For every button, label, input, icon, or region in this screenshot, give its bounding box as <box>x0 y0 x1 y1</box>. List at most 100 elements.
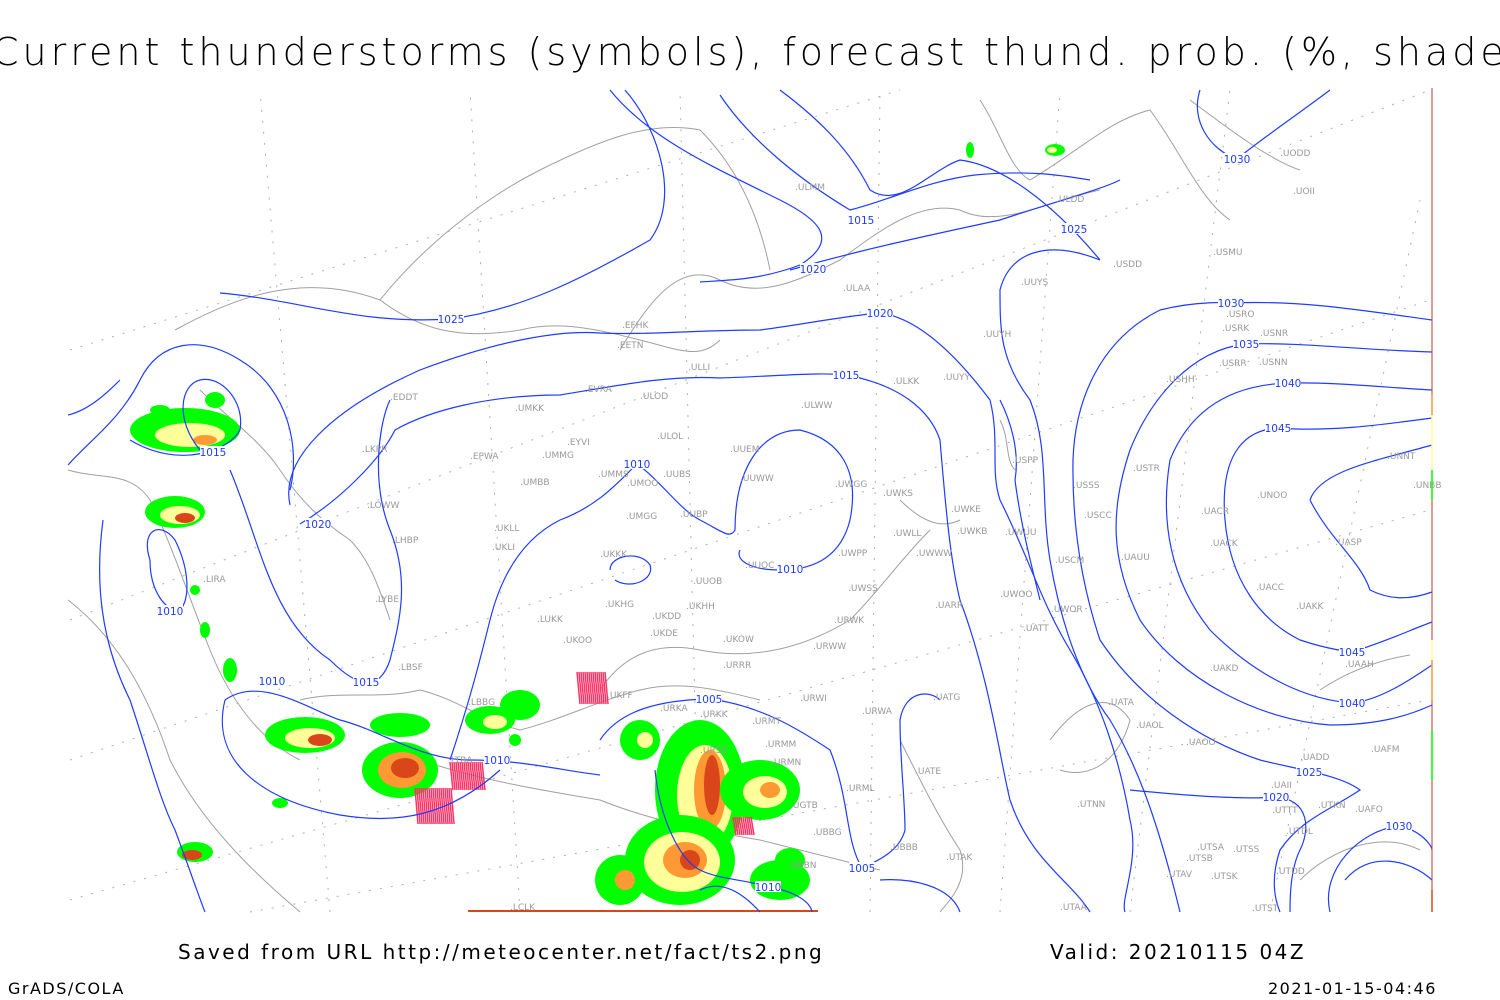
station-label: .LHBP <box>392 536 419 546</box>
station-label: .UUYY <box>943 373 971 383</box>
station-label: .UKDE <box>650 629 678 639</box>
grid-line <box>999 89 1061 913</box>
thunderstorm-symbol-icon <box>732 816 755 836</box>
coastlines-borders <box>67 99 1421 913</box>
station-label: .UWOO <box>1000 590 1033 600</box>
isobar-line <box>449 429 854 761</box>
station-label: .UUYH <box>983 330 1011 340</box>
isobar-line <box>789 179 1121 271</box>
station-label: .UTDD <box>1276 867 1305 877</box>
isobar-label: 1010 <box>259 676 286 688</box>
isobar-label: 1010 <box>755 882 782 894</box>
station-label: .LIRA <box>203 575 226 585</box>
isobar-line <box>219 89 666 321</box>
isobar-line <box>1129 789 1307 913</box>
probability-area <box>182 850 202 860</box>
station-label: .URWW <box>813 642 846 652</box>
station-label: .UADD <box>1300 753 1330 763</box>
software-credit: GrADS/COLA <box>8 979 125 998</box>
probability-area <box>391 758 419 778</box>
coastline <box>899 739 964 913</box>
isobar-label: 1045 <box>1339 647 1366 659</box>
station-label: .LOWW <box>367 501 400 511</box>
lat-lon-grid <box>69 89 1431 913</box>
station-label: .UATE <box>915 767 941 777</box>
station-label: .UNBB <box>1413 481 1442 491</box>
station-label: .USNN <box>1259 358 1288 368</box>
isobar-labels: 1025 1020 1015 1015 1020 1010 1015 1010 1010 1010… <box>157 153 1412 894</box>
generated-timestamp: 2021-01-15-04:46 <box>1268 979 1437 998</box>
station-label: .UWKB <box>957 527 987 537</box>
grid-line <box>259 89 331 913</box>
coastline <box>299 685 761 731</box>
station-label: .EVRA <box>585 385 613 395</box>
coastline <box>899 499 961 525</box>
station-label: .UACK <box>1210 539 1239 549</box>
probability-area <box>775 848 805 872</box>
grid-line <box>1129 89 1231 913</box>
probability-area <box>150 405 170 415</box>
station-label: .UBBG <box>813 828 842 838</box>
isobar-line <box>129 378 242 456</box>
probability-area <box>308 734 332 746</box>
station-label: .UUYS <box>1021 278 1049 288</box>
station-label: .ULDD <box>1056 195 1084 205</box>
station-label: .UKFF <box>607 691 633 701</box>
station-label: .USRO <box>1226 310 1255 320</box>
coastline <box>979 99 1231 221</box>
station-label: .UTKN <box>1318 801 1346 811</box>
station-label: .USSS <box>1073 481 1100 491</box>
station-label: .UTSA <box>1197 843 1225 853</box>
isobar-line <box>224 690 601 776</box>
isobar-label: 1015 <box>200 447 227 459</box>
coastline <box>1299 841 1421 881</box>
station-label: .URKK <box>700 710 729 720</box>
isobar-label: 1025 <box>1296 767 1323 779</box>
isobar-label: 1010 <box>624 459 651 471</box>
station-label: .UAUU <box>1121 553 1150 563</box>
probability-area <box>680 850 700 870</box>
isobar-label: 1025 <box>1061 224 1088 236</box>
current-thunderstorm-symbols <box>414 671 755 836</box>
station-label: .UNOO <box>1257 491 1287 501</box>
grid-line <box>1269 199 1421 913</box>
isobar-label: 1015 <box>848 215 875 227</box>
isobar-line <box>1327 825 1433 913</box>
isobar-line <box>879 879 961 913</box>
map-title: Current thunderstorms (symbols), forecas… <box>0 30 1500 74</box>
station-label: .UWKE <box>951 505 981 515</box>
isobar-label: 1040 <box>1339 698 1366 710</box>
station-label: .UASP <box>1335 538 1362 548</box>
station-label: .UWWW <box>916 549 952 559</box>
isobar-line <box>779 89 1101 261</box>
station-label: .LKPR <box>362 445 387 455</box>
isobar-line <box>1115 343 1433 726</box>
station-label: .UMGG <box>626 512 657 522</box>
probability-area <box>468 910 818 912</box>
station-labels: .EDDT .LKPR .LOWW .LHBP .LIRA .LYBE .LBSF .LBBG… <box>203 149 1442 914</box>
isobar-line <box>67 379 121 416</box>
station-label: .UACC <box>1256 583 1284 593</box>
isobar-label: 1035 <box>1233 339 1260 351</box>
station-label: .UWOR <box>1051 605 1083 615</box>
isobar-line <box>67 344 295 491</box>
isobar-label: 1020 <box>1263 792 1290 804</box>
station-label: .UAKK <box>1296 602 1325 612</box>
coastline <box>199 389 391 621</box>
station-label: .UMKK <box>515 404 545 414</box>
station-label: .UAOO <box>1186 738 1216 748</box>
isobar-label: 1025 <box>438 314 465 326</box>
station-label: .UKLI <box>492 543 515 553</box>
station-label: .LYBE <box>375 595 399 605</box>
station-label: .UGTB <box>790 801 818 811</box>
coastline <box>174 126 771 331</box>
station-label: .UWGG <box>835 480 867 490</box>
station-label: .USCC <box>1084 511 1112 521</box>
station-label: .ULOD <box>640 392 668 402</box>
station-label: .LBBG <box>468 698 495 708</box>
station-label: .UUBP <box>680 510 708 520</box>
probability-area <box>483 715 507 729</box>
station-label: .UATA <box>1108 698 1135 708</box>
station-label: .UKHH <box>686 602 715 612</box>
station-label: .UTSB <box>1186 854 1213 864</box>
